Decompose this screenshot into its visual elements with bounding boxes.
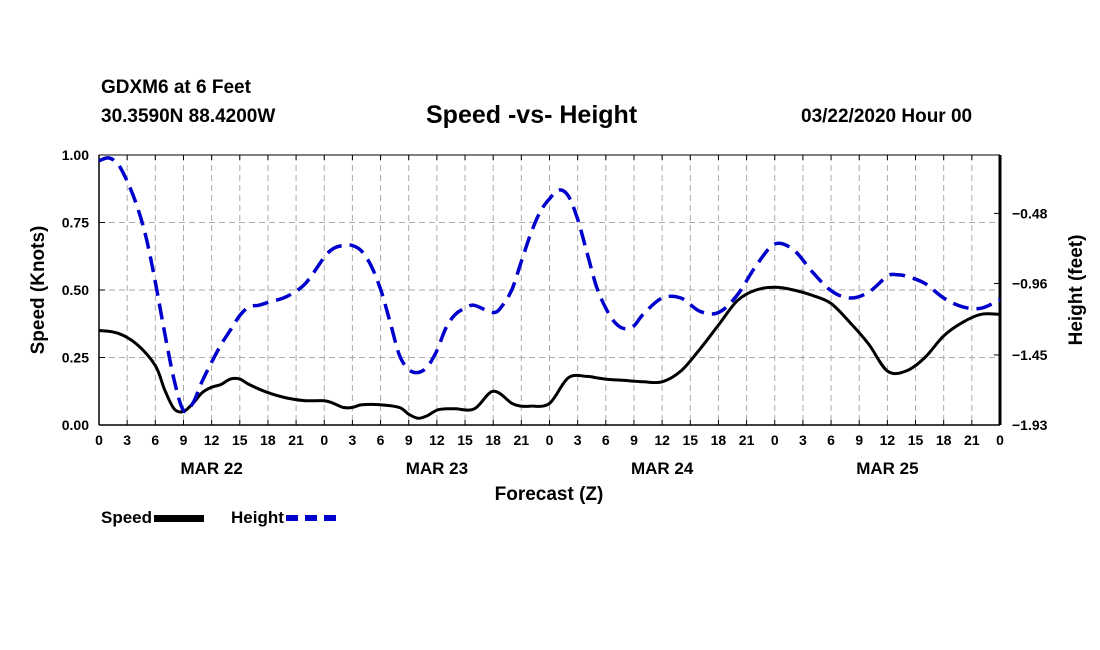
y-tick-label-left: 0.00 [62,417,89,433]
x-tick-label: 3 [123,432,131,448]
x-tick-label: 12 [880,432,896,448]
y-tick-label-left: 1.00 [62,147,89,163]
chart-title: Speed -vs- Height [426,101,638,129]
day-label: MAR 23 [406,459,468,478]
x-tick-label: 18 [711,432,727,448]
series-lines [98,156,1001,420]
x-tick-label: 15 [908,432,924,448]
x-tick-label: 0 [546,432,554,448]
date-label: 03/22/2020 Hour 00 [801,106,973,127]
x-tick-label: 21 [288,432,304,448]
day-label: MAR 25 [856,459,918,478]
x-tick-label: 0 [320,432,328,448]
day-label: MAR 24 [631,459,694,478]
y-tick-label-right: −0.96 [1012,275,1048,291]
legend-height-label: Height [231,508,284,527]
x-tick-label: 0 [95,432,103,448]
speed-line [98,285,1001,420]
x-tick-label: 15 [457,432,473,448]
x-tick-label: 6 [602,432,610,448]
legend-speed-label: Speed [101,508,153,527]
x-tick-label: 0 [771,432,779,448]
x-tick-label: 3 [799,432,807,448]
x-tick-label: 9 [180,432,188,448]
station-label: GDXM6 at 6 Feet [101,77,251,98]
legend-height: Height [231,508,336,528]
x-tick-label: 6 [151,432,159,448]
x-tick-label: 18 [485,432,501,448]
y-tick-label-left: 0.50 [62,282,89,298]
legend-speed: Speed [101,508,205,528]
x-tick-label: 9 [405,432,413,448]
y-tick-label-right: −1.93 [1012,417,1048,433]
day-label: MAR 22 [180,459,242,478]
x-tick-label: 15 [682,432,698,448]
x-tick-label: 0 [996,432,1004,448]
x-tick-label: 12 [654,432,670,448]
x-tick-label: 6 [377,432,385,448]
x-tick-label: 3 [349,432,357,448]
y-tick-label-left: 0.25 [62,350,89,366]
x-tick-label: 15 [232,432,248,448]
y-tick-label-left: 0.75 [62,215,89,231]
y-axis-title-left: Speed (Knots) [28,226,49,355]
x-tick-label: 12 [429,432,445,448]
x-tick-label: 12 [204,432,220,448]
y-axis-title-right: Height (feet) [1066,235,1087,346]
x-tick-label: 9 [630,432,638,448]
axes [98,154,1002,426]
legend-speed-swatch [154,514,205,522]
x-axis-title: Forecast (Z) [495,484,604,505]
height-line [98,156,1001,414]
x-tick-label: 21 [739,432,755,448]
legend-height-swatch [285,515,336,521]
y-tick-label-right: −1.45 [1012,347,1048,363]
x-tick-label: 21 [964,432,980,448]
x-tick-label: 21 [514,432,530,448]
coordinates-label: 30.3590N 88.4200W [101,106,276,127]
x-tick-label: 9 [855,432,863,448]
x-tick-label: 6 [827,432,835,448]
x-tick-label: 18 [260,432,276,448]
x-tick-label: 3 [574,432,582,448]
y-tick-label-right: −0.48 [1012,205,1048,221]
axis-labels: 0 3 6 9 12 15 18 21 0 3 6 9 12 15 18 21 0 3 6 9 12 15 18 21 0 3 6 9… [28,147,1087,505]
grid-lines [99,155,1000,425]
x-tick-label: 18 [936,432,952,448]
